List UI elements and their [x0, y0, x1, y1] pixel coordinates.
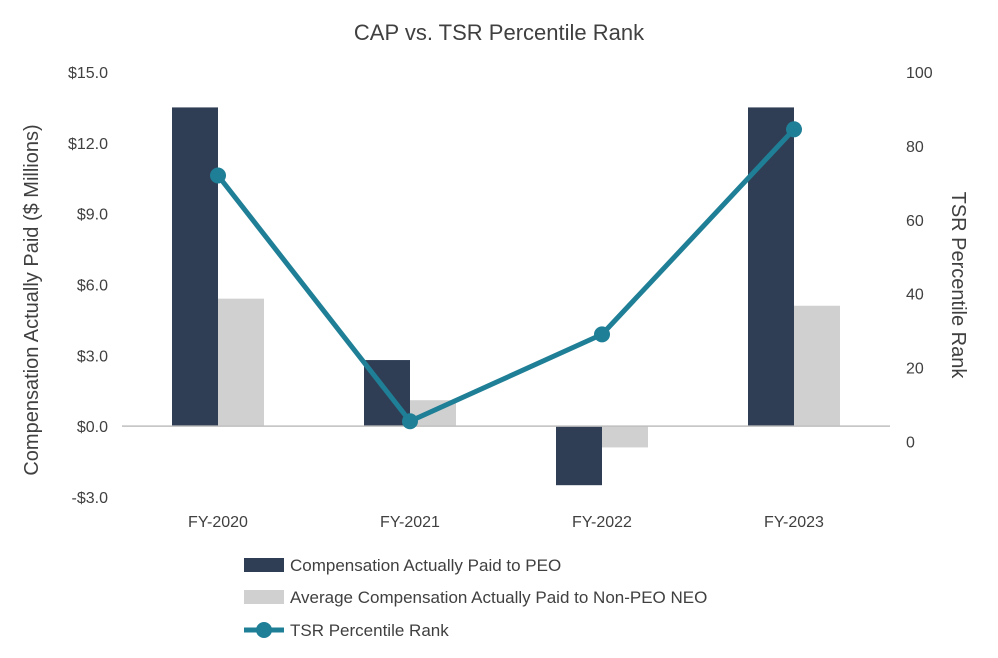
tsr-point	[402, 413, 418, 430]
tsr-line-series	[210, 121, 802, 430]
chart-title: CAP vs. TSR Percentile Rank	[354, 20, 645, 45]
y2-axis-ticks: 0 20 40 60 80 100	[906, 65, 933, 452]
non-peo-neo-bar	[602, 426, 648, 448]
tsr-point	[210, 167, 226, 184]
legend-label: Average Compensation Actually Paid to No…	[290, 588, 707, 607]
y-tick-label: $0.0	[77, 419, 108, 436]
tsr-point	[594, 326, 610, 343]
y2-tick-label: 0	[906, 435, 915, 452]
legend-label: TSR Percentile Rank	[290, 621, 449, 640]
legend: Compensation Actually Paid to PEO Average…	[244, 556, 707, 640]
x-tick-label: FY-2022	[572, 514, 632, 531]
y-tick-label: $12.0	[68, 136, 108, 153]
x-tick-label: FY-2023	[764, 514, 824, 531]
legend-swatch	[244, 558, 284, 572]
y2-tick-label: 80	[906, 139, 924, 156]
x-tick-label: FY-2021	[380, 514, 440, 531]
legend-swatch	[244, 590, 284, 604]
peo-bar	[748, 107, 794, 427]
legend-label: Compensation Actually Paid to PEO	[290, 556, 561, 575]
non-peo-neo-bar	[794, 305, 840, 427]
y-axis-label: Compensation Actually Paid ($ Millions)	[21, 124, 43, 475]
y2-axis-label: TSR Percentile Rank	[947, 192, 969, 380]
y-tick-label: $15.0	[68, 65, 108, 82]
peo-bar	[556, 426, 602, 486]
y2-tick-label: 60	[906, 213, 924, 230]
legend-swatch-marker	[256, 622, 272, 638]
y-tick-label: $9.0	[77, 207, 108, 224]
non-peo-neo-bar	[218, 298, 264, 427]
y2-tick-label: 40	[906, 287, 924, 304]
tsr-line	[216, 127, 796, 424]
x-axis-ticks: FY-2020 FY-2021 FY-2022 FY-2023	[188, 514, 824, 531]
peo-bar	[172, 107, 218, 427]
y-tick-label: $3.0	[77, 348, 108, 365]
y2-tick-label: 20	[906, 361, 924, 378]
y-axis-ticks: -$3.0 $0.0 $3.0 $6.0 $9.0 $12.0 $15.0	[68, 65, 108, 507]
y-tick-label: -$3.0	[72, 490, 109, 507]
tsr-point	[786, 121, 802, 138]
y-tick-label: $6.0	[77, 278, 108, 295]
bar-series	[172, 107, 840, 486]
x-tick-label: FY-2020	[188, 514, 248, 531]
y2-tick-label: 100	[906, 65, 933, 82]
